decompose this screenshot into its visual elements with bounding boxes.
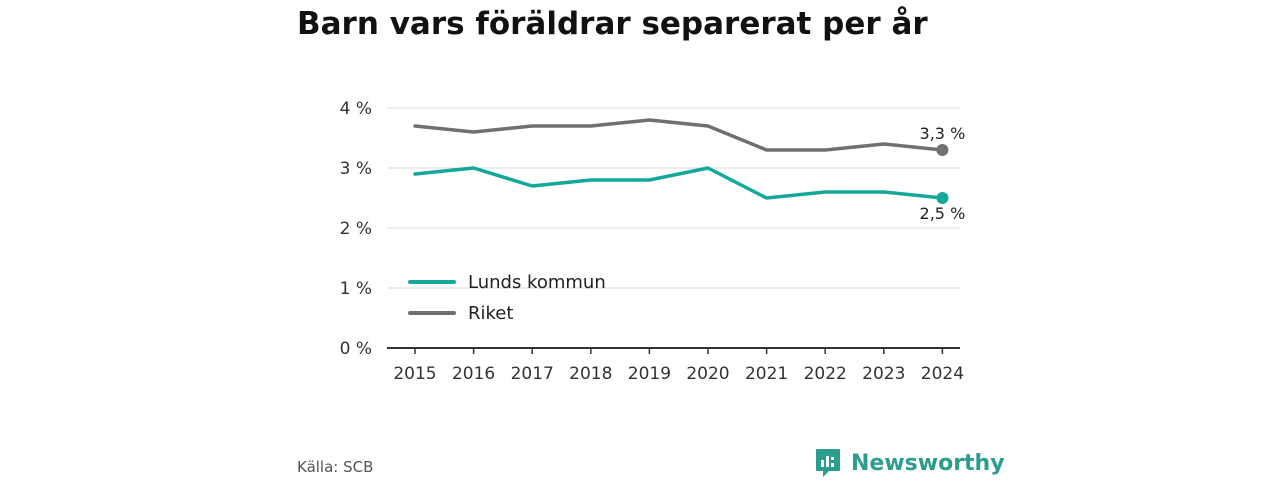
end-point-lunds-kommun [936,192,949,204]
chart-title: Barn vars föräldrar separerat per år [297,6,928,42]
x-tick-label: 2015 [393,364,436,384]
x-tick-label: 2022 [804,364,847,384]
x-tick-label: 2016 [452,364,495,384]
newsworthy-brand[interactable]: Newsworthy [815,446,1005,480]
end-label-riket: 3,3 % [920,124,966,143]
x-tick-label: 2024 [921,364,964,384]
x-tick-label: 2019 [628,364,671,384]
legend-label: Lunds kommun [468,272,606,293]
y-tick-label: 1 % [340,279,372,299]
legend-label: Riket [468,303,513,324]
y-tick-label: 0 % [340,339,372,359]
brand-name: Newsworthy [851,450,1005,476]
y-tick-label: 2 % [340,219,372,239]
y-tick-label: 4 % [340,99,372,119]
end-point-riket [936,144,949,156]
end-label-lunds-kommun: 2,5 % [920,204,966,223]
series-line-riket [413,118,945,152]
newsworthy-logo-icon [815,448,841,478]
series-line-lunds-kommun [413,166,945,200]
x-tick-label: 2017 [511,364,554,384]
y-tick-label: 3 % [340,159,372,179]
x-tick-label: 2023 [862,364,905,384]
source-note: Källa: SCB [297,458,374,476]
x-tick-label: 2020 [686,364,729,384]
x-tick-label: 2018 [569,364,612,384]
x-tick-label: 2021 [745,364,788,384]
